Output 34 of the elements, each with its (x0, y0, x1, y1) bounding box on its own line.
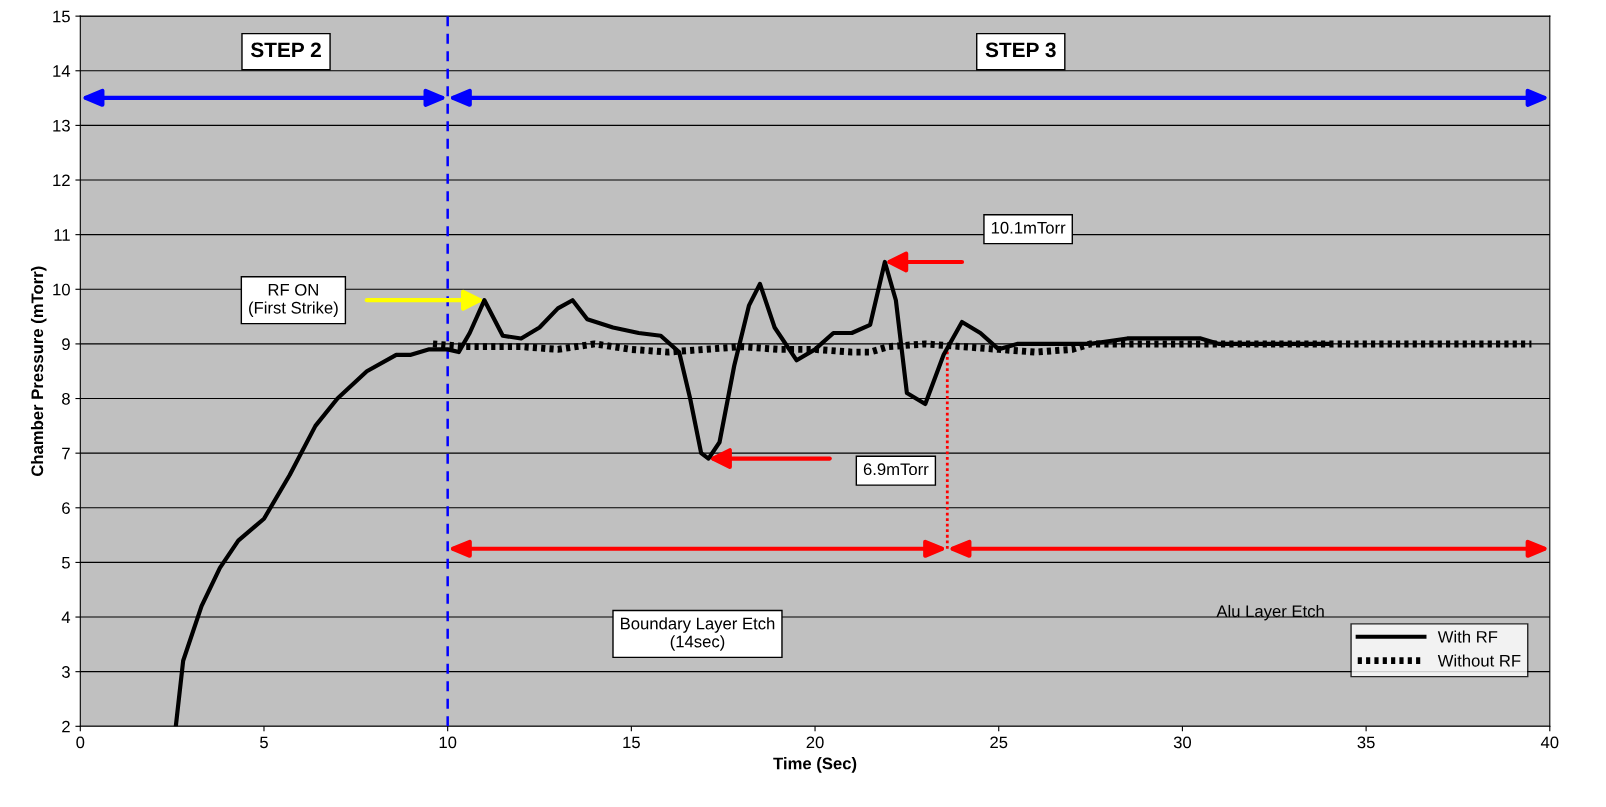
y-tick-label: 10 (53, 283, 70, 296)
y-tick-label: 2 (62, 720, 70, 733)
x-tick-label: 15 (623, 736, 640, 749)
annotation: Boundary Layer Etch (14sec) (621, 617, 775, 651)
y-tick-label: 7 (62, 447, 70, 460)
y-tick-label: 15 (53, 10, 70, 23)
y-tick-label: 5 (61, 556, 70, 569)
x-tick-label: 5 (260, 736, 268, 749)
annotation: Alu Layer Etch (1216, 604, 1324, 621)
x-tick-label: 25 (990, 736, 1008, 749)
y-tick-label: 9 (62, 338, 70, 351)
y-tick-label: 6 (62, 502, 70, 514)
x-tick-label: 10 (439, 736, 457, 749)
annotation: 6.9mTorr (863, 463, 929, 476)
annotation: RF ON (First Strike) (249, 283, 338, 317)
y-tick-label: 14 (53, 65, 71, 77)
x-tick-label: 35 (1357, 736, 1375, 749)
x-tick-label: 20 (806, 736, 824, 749)
y-tick-label: 11 (54, 229, 70, 241)
y-tick-label: 4 (61, 611, 71, 624)
x-tick-label: 0 (76, 736, 85, 749)
x-tick-label: 40 (1540, 736, 1559, 749)
x-axis-title: Time (Sec) (773, 757, 857, 773)
annotation: STEP 2 (250, 42, 321, 58)
y-tick-label: 3 (61, 666, 70, 678)
y-tick-label: 12 (53, 174, 70, 187)
legend-label: Without RF (1437, 654, 1521, 667)
y-tick-label: 13 (53, 119, 70, 132)
legend-label: With RF (1437, 630, 1498, 643)
x-tick-label: 30 (1173, 736, 1192, 749)
annotation: 10.1mTorr (991, 221, 1066, 234)
y-tick-label: 8 (62, 392, 70, 405)
annotation: STEP 3 (985, 42, 1056, 58)
y-axis-title: Chamber Pressure (mTorr) (30, 266, 47, 476)
